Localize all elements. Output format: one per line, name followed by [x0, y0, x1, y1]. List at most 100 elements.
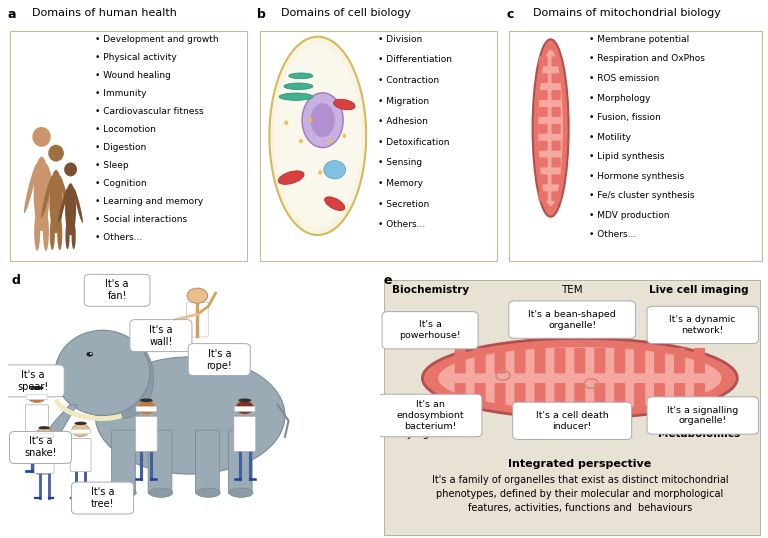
Ellipse shape — [538, 50, 563, 206]
Text: • MDV production: • MDV production — [589, 211, 670, 220]
Text: • Detoxification: • Detoxification — [378, 138, 450, 147]
Ellipse shape — [30, 386, 44, 390]
FancyBboxPatch shape — [455, 348, 465, 373]
Text: • Memory: • Memory — [378, 179, 423, 188]
FancyBboxPatch shape — [551, 73, 561, 83]
Text: • Sleep: • Sleep — [94, 161, 128, 170]
Ellipse shape — [60, 176, 71, 218]
FancyBboxPatch shape — [594, 383, 605, 408]
FancyBboxPatch shape — [551, 90, 561, 100]
Text: • ROS emission: • ROS emission — [589, 74, 660, 83]
Circle shape — [72, 424, 89, 436]
Ellipse shape — [325, 197, 345, 210]
FancyBboxPatch shape — [9, 431, 71, 463]
Ellipse shape — [289, 73, 313, 79]
Circle shape — [27, 388, 47, 402]
Ellipse shape — [302, 93, 343, 147]
FancyBboxPatch shape — [10, 31, 247, 261]
Text: Domains of human health: Domains of human health — [32, 8, 177, 18]
FancyBboxPatch shape — [551, 174, 561, 185]
Text: It's a
rope!: It's a rope! — [207, 349, 232, 371]
Text: It's a
powerhouse!: It's a powerhouse! — [399, 321, 461, 340]
Text: • Cognition: • Cognition — [94, 179, 147, 188]
Ellipse shape — [74, 422, 87, 425]
Text: It's a bean-shaped
organelle!: It's a bean-shaped organelle! — [528, 310, 616, 329]
Text: Cyt c release: Cyt c release — [538, 429, 606, 439]
FancyBboxPatch shape — [551, 158, 561, 167]
Ellipse shape — [41, 176, 52, 218]
Ellipse shape — [140, 399, 153, 402]
Ellipse shape — [197, 488, 220, 498]
Ellipse shape — [310, 103, 335, 137]
Text: • Social interactions: • Social interactions — [94, 215, 187, 224]
Text: • Morphology: • Morphology — [589, 94, 650, 103]
Text: a: a — [8, 8, 16, 21]
FancyBboxPatch shape — [538, 192, 548, 201]
FancyBboxPatch shape — [554, 383, 565, 408]
FancyBboxPatch shape — [515, 383, 525, 408]
Ellipse shape — [230, 488, 253, 498]
Circle shape — [284, 121, 288, 125]
FancyBboxPatch shape — [70, 438, 91, 472]
Ellipse shape — [324, 161, 346, 179]
Text: • Physical activity: • Physical activity — [94, 53, 177, 62]
FancyBboxPatch shape — [551, 56, 561, 66]
Text: • Migration: • Migration — [378, 97, 429, 105]
Ellipse shape — [65, 183, 76, 236]
FancyBboxPatch shape — [614, 348, 625, 373]
FancyBboxPatch shape — [674, 383, 685, 408]
Ellipse shape — [43, 213, 49, 251]
Text: It's a signalling
organelle!: It's a signalling organelle! — [667, 406, 738, 426]
FancyBboxPatch shape — [35, 442, 54, 473]
FancyBboxPatch shape — [35, 433, 53, 437]
Text: Domains of cell biology: Domains of cell biology — [282, 8, 412, 18]
FancyBboxPatch shape — [654, 383, 665, 408]
FancyBboxPatch shape — [647, 306, 758, 344]
Ellipse shape — [74, 188, 83, 223]
Text: Phylogenetics: Phylogenetics — [394, 429, 466, 439]
FancyBboxPatch shape — [694, 383, 705, 408]
FancyBboxPatch shape — [654, 348, 665, 373]
FancyBboxPatch shape — [634, 348, 645, 373]
FancyBboxPatch shape — [260, 31, 497, 261]
FancyBboxPatch shape — [538, 158, 548, 167]
FancyBboxPatch shape — [234, 407, 255, 412]
FancyBboxPatch shape — [475, 383, 485, 408]
Text: It's a
tree!: It's a tree! — [91, 487, 114, 509]
Ellipse shape — [333, 99, 355, 110]
FancyBboxPatch shape — [233, 416, 256, 451]
FancyBboxPatch shape — [188, 344, 250, 376]
Ellipse shape — [46, 164, 59, 214]
Circle shape — [318, 171, 322, 174]
Text: Live cell imaging: Live cell imaging — [649, 285, 749, 295]
Ellipse shape — [149, 488, 173, 498]
FancyBboxPatch shape — [111, 430, 135, 494]
FancyBboxPatch shape — [515, 348, 525, 373]
FancyBboxPatch shape — [2, 365, 65, 397]
Text: • Immunity: • Immunity — [94, 89, 146, 98]
FancyBboxPatch shape — [495, 383, 505, 408]
Text: • Digestion: • Digestion — [94, 143, 146, 152]
FancyBboxPatch shape — [513, 402, 631, 440]
FancyBboxPatch shape — [384, 280, 760, 535]
FancyBboxPatch shape — [538, 90, 548, 100]
Circle shape — [48, 145, 64, 161]
FancyBboxPatch shape — [196, 430, 220, 494]
FancyBboxPatch shape — [538, 56, 548, 66]
FancyBboxPatch shape — [647, 397, 758, 434]
Text: It's a family of organelles that exist as distinct mitochondrial
phenotypes, def: It's a family of organelles that exist a… — [432, 476, 728, 513]
FancyBboxPatch shape — [187, 302, 208, 337]
Text: Biochemistry: Biochemistry — [392, 285, 468, 295]
Text: • Adhesion: • Adhesion — [378, 117, 428, 126]
FancyBboxPatch shape — [26, 394, 48, 400]
Ellipse shape — [533, 39, 568, 217]
FancyBboxPatch shape — [538, 107, 548, 117]
Text: • Others...: • Others... — [94, 233, 142, 242]
Text: d: d — [12, 274, 20, 287]
FancyBboxPatch shape — [594, 348, 605, 373]
Text: It's an
endosymbiont
bacterium!: It's an endosymbiont bacterium! — [396, 400, 464, 431]
Circle shape — [309, 118, 313, 122]
FancyBboxPatch shape — [551, 141, 561, 151]
Text: It's a
spear!: It's a spear! — [18, 370, 49, 392]
Text: • Lipid synthesis: • Lipid synthesis — [589, 152, 665, 161]
